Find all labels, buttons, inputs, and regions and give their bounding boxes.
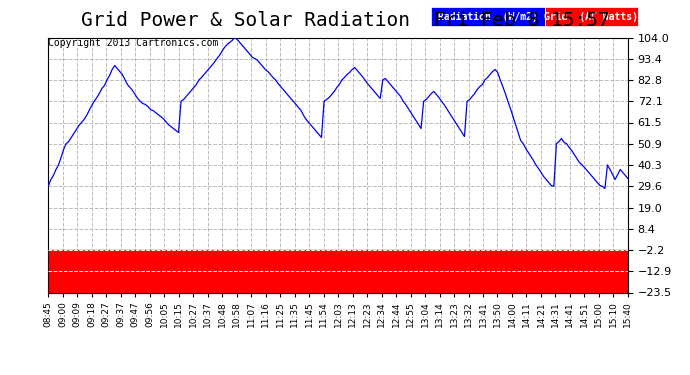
Text: Copyright 2013 Cartronics.com: Copyright 2013 Cartronics.com [48, 38, 219, 48]
Text: Grid Power & Solar Radiation  Fri Feb 8 15:57: Grid Power & Solar Radiation Fri Feb 8 1… [81, 11, 609, 30]
Text: Grid  (AC Watts): Grid (AC Watts) [544, 12, 638, 21]
Text: Radiation  (W/m2): Radiation (W/m2) [438, 12, 538, 21]
FancyBboxPatch shape [545, 7, 638, 26]
FancyBboxPatch shape [431, 7, 545, 26]
